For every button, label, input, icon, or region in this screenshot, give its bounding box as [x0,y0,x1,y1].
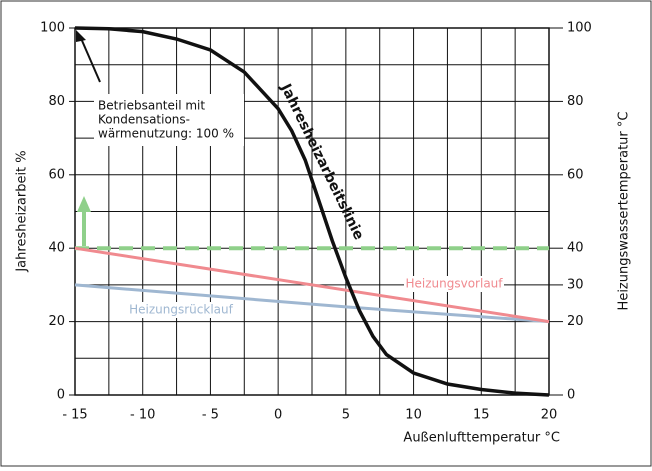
y2-tick-label: 80 [567,94,584,109]
x-tick-label: 5 [342,408,350,423]
y2-tick-label: 60 [567,167,584,182]
y-tick-label: 20 [48,314,65,329]
x-tick-label: 0 [274,408,282,423]
x-tick-label: - 5 [202,408,219,423]
y2-tick-label: 30 [567,277,584,292]
annotation-arrow [79,35,101,83]
y2-tick-label: 20 [567,314,584,329]
series-line [74,246,550,324]
green-arrow-head [77,196,91,212]
series-label: Heizungsrücklauf [129,303,233,317]
x-tick-label: 20 [541,408,558,423]
annotation: Betriebsanteil mit [98,99,205,113]
y-tick-label: 40 [48,241,65,256]
label-bg [126,302,236,318]
x-tick-label: - 15 [62,408,87,423]
y2-tick-label: 100 [567,21,592,36]
y2-tick-label: 0 [567,388,575,403]
annotation-arrow-head [76,30,86,42]
y-tick-label: 60 [48,167,65,182]
x-tick-label: 15 [473,408,490,423]
annotation: Kondensations- [98,113,190,127]
plot-border [74,27,550,396]
y-tick-label: 80 [48,94,65,109]
x-tick-label: 10 [405,408,422,423]
annotation: wärmenutzung: 100 % [98,127,234,141]
annotation-bg [94,94,244,146]
y-tick-label: 100 [40,21,65,36]
series-line [74,26,550,397]
y2-axis-title: Heizungswassertemperatur °C [617,112,632,311]
y-axis-title: Jahresheizarbeit % [15,150,30,272]
label-bg [404,276,504,292]
x-axis-title: Außenlufttemperatur °C [403,431,560,446]
series-label: Heizungsvorlauf [405,277,503,291]
y2-tick-label: 40 [567,241,584,256]
series-line [74,283,550,324]
x-tick-label: - 10 [130,408,155,423]
y-tick-label: 0 [57,388,65,403]
